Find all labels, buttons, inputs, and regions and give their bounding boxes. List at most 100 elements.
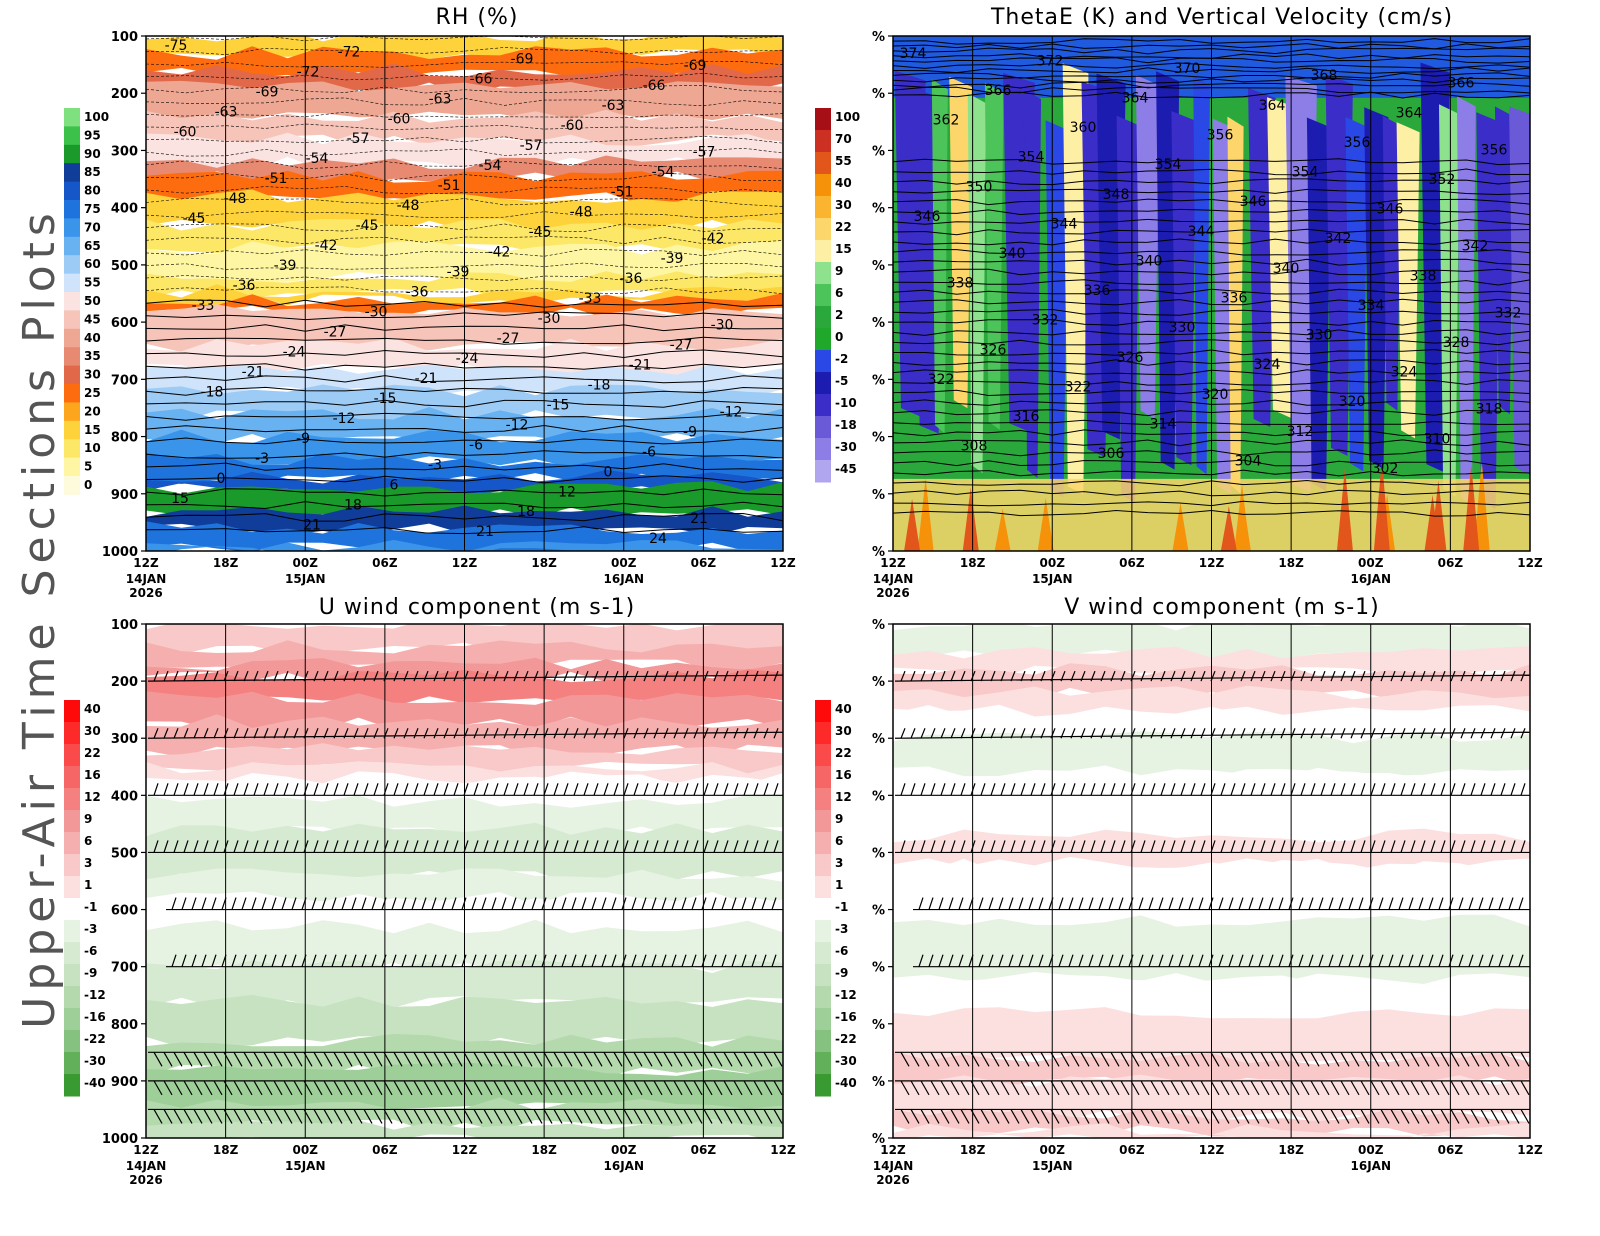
barb-flag	[183, 670, 189, 682]
rh-x-tick: 12Z	[770, 556, 796, 570]
barb-flag	[1120, 1052, 1130, 1067]
barb-flag	[1518, 954, 1524, 967]
barb-flag	[171, 954, 177, 967]
barb-flag	[173, 727, 179, 739]
barb-flag	[773, 1109, 783, 1124]
barb-flag	[673, 1080, 683, 1096]
temp-label: -45	[183, 211, 206, 227]
colorbar-label: 3	[835, 856, 843, 870]
barb-flag	[1040, 783, 1046, 796]
barb-flag	[1290, 727, 1296, 739]
colorbar-label: 6	[835, 834, 843, 848]
barb-flag	[940, 1080, 950, 1096]
barb-flag	[741, 897, 747, 910]
barb-flag	[503, 670, 509, 682]
barb-flag	[1360, 1052, 1370, 1067]
barb-flag	[213, 1052, 223, 1067]
barb-flag	[603, 670, 609, 682]
barb-flag	[263, 840, 269, 853]
barb-flag	[1190, 1080, 1200, 1096]
barb-flag	[960, 840, 966, 853]
colorbar-label: 80	[84, 184, 101, 198]
barb-flag	[948, 897, 954, 910]
rh-y-tick: 300	[111, 144, 138, 159]
barb-flag	[1110, 727, 1116, 739]
barb-flag	[631, 897, 637, 910]
barb-flag	[1148, 954, 1154, 967]
thetae-x-tick: 06Z	[1119, 556, 1145, 570]
barb-flag	[683, 840, 689, 853]
colorbar-swatch	[815, 1008, 831, 1031]
barb-flag	[471, 897, 477, 910]
barb-flag	[1260, 1052, 1270, 1067]
barb-flag	[960, 670, 966, 682]
barb-flag	[771, 954, 777, 967]
barb-flag	[173, 840, 179, 853]
thetae-label: 330	[1306, 328, 1333, 344]
barb-flag	[283, 670, 289, 682]
temp-label: 21	[690, 511, 708, 527]
thetae-y-tick: %	[872, 259, 885, 274]
barb-flag	[1390, 1080, 1400, 1096]
temp-contour	[146, 36, 783, 42]
temp-label: -54	[479, 158, 502, 174]
barb-flag	[163, 670, 169, 682]
barb-flag	[243, 783, 249, 796]
barb-flag	[593, 1080, 603, 1096]
u-x-tick: 00Z	[611, 1143, 637, 1157]
thetae-label: 312	[1287, 424, 1314, 440]
barb-flag	[313, 670, 319, 682]
barb-flag	[1090, 1052, 1100, 1067]
barb-flag	[930, 1052, 940, 1067]
v-wind-panel: V wind component (m s-1) 12Z14JAN202618Z…	[815, 595, 1543, 1187]
barb-flag	[950, 1052, 960, 1067]
barb-flag	[163, 1109, 173, 1124]
barb-flag	[1460, 727, 1466, 739]
u-x-date: 14JAN	[126, 1159, 167, 1173]
barb-flag	[203, 1052, 213, 1067]
temp-contour	[146, 72, 783, 81]
colorbar-swatch	[815, 898, 831, 921]
barb-flag	[1060, 783, 1066, 796]
colorbar-swatch	[64, 310, 80, 330]
rh-x-date: 15JAN	[285, 572, 326, 586]
colorbar-label: 90	[84, 147, 101, 161]
rh-title: RH (%)	[436, 5, 519, 30]
barb-flag	[253, 727, 259, 739]
wind-barb-row	[147, 670, 783, 682]
rh-x-tick: 00Z	[611, 556, 637, 570]
barb-flag	[333, 1109, 343, 1124]
colorbar-label: 45	[84, 312, 101, 326]
barb-flag	[1028, 897, 1034, 910]
barb-flag	[413, 670, 419, 682]
barb-flag	[281, 954, 287, 967]
barb-flag	[513, 1052, 523, 1067]
barb-flag	[1228, 954, 1234, 967]
barb-flag	[1020, 727, 1026, 739]
uplift-mark	[1336, 467, 1353, 551]
barb-flag	[1230, 783, 1236, 796]
barb-flag	[940, 727, 946, 739]
barb-flag	[1138, 897, 1144, 910]
colorbar-swatch	[815, 986, 831, 1009]
barb-flag	[763, 1052, 773, 1067]
thetae-label: 356	[1207, 127, 1234, 143]
barb-flag	[573, 670, 579, 682]
colorbar-swatch	[815, 744, 831, 767]
barb-flag	[773, 1080, 783, 1096]
barb-flag	[573, 783, 579, 796]
temp-label: -45	[356, 218, 379, 234]
barb-flag	[763, 783, 769, 796]
barb-flag	[741, 954, 747, 967]
barb-flag	[1070, 727, 1076, 739]
barb-flag	[593, 727, 599, 739]
colorbar-swatch	[815, 218, 831, 241]
barb-flag	[1220, 840, 1226, 853]
barb-flag	[463, 1109, 473, 1124]
barb-flag	[1330, 1109, 1340, 1124]
barb-flag	[473, 1109, 483, 1124]
colorbar-swatch	[815, 306, 831, 329]
barb-flag	[1450, 840, 1456, 853]
barb-flag	[1500, 1109, 1510, 1124]
barb-flag	[313, 783, 319, 796]
